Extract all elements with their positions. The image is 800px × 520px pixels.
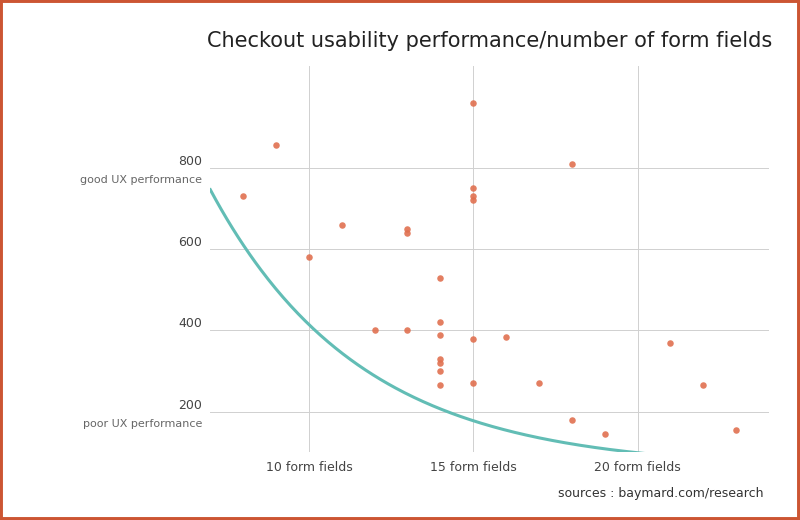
Point: [401, 229, 414, 237]
Point: [368, 326, 381, 334]
Point: [697, 381, 710, 389]
Point: [434, 381, 446, 389]
Point: [434, 318, 446, 327]
Point: [401, 225, 414, 233]
Text: 200: 200: [178, 399, 202, 412]
Point: [434, 274, 446, 282]
Point: [664, 339, 677, 347]
Point: [467, 196, 480, 204]
Point: [467, 192, 480, 200]
Point: [730, 426, 742, 434]
Point: [566, 416, 578, 424]
Point: [434, 355, 446, 363]
Text: sources : baymard.com/research: sources : baymard.com/research: [558, 487, 764, 500]
Point: [533, 379, 546, 387]
Point: [434, 367, 446, 375]
Point: [566, 160, 578, 168]
Point: [500, 332, 513, 341]
Text: 400: 400: [178, 317, 202, 330]
Text: poor UX performance: poor UX performance: [82, 419, 202, 429]
Point: [467, 379, 480, 387]
Point: [467, 98, 480, 107]
Point: [270, 141, 282, 150]
Point: [434, 330, 446, 339]
Point: [598, 430, 611, 438]
Text: good UX performance: good UX performance: [80, 175, 202, 185]
Title: Checkout usability performance/number of form fields: Checkout usability performance/number of…: [207, 31, 772, 50]
Point: [335, 220, 348, 229]
Point: [467, 184, 480, 192]
Point: [401, 326, 414, 334]
Point: [302, 253, 315, 262]
Text: 600: 600: [178, 236, 202, 249]
Point: [467, 334, 480, 343]
Point: [434, 359, 446, 367]
Point: [237, 192, 250, 200]
Text: 800: 800: [178, 155, 202, 168]
